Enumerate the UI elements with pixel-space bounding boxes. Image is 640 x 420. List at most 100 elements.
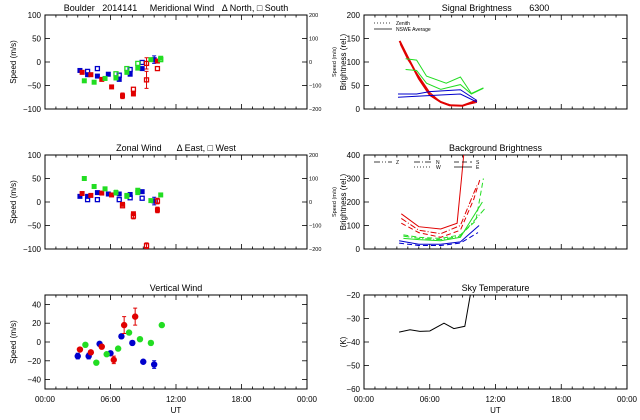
y-tick-label: 0 bbox=[356, 105, 361, 114]
series-green-W bbox=[403, 178, 484, 239]
data-point-filled bbox=[99, 76, 105, 82]
y-tick-label: 100 bbox=[347, 222, 361, 231]
y-tick-label: −20 bbox=[27, 357, 41, 366]
data-point bbox=[147, 339, 155, 347]
y-axis-label: Brightness (rel.) bbox=[339, 173, 348, 230]
legend-label: Zenith bbox=[396, 21, 410, 27]
data-point bbox=[103, 351, 110, 358]
series-green-Z bbox=[403, 208, 485, 241]
data-point-filled bbox=[135, 65, 141, 71]
y-tick-label: −40 bbox=[27, 376, 41, 385]
y-tick-label: 50 bbox=[32, 35, 41, 44]
x-tick-label: 00:00 bbox=[35, 395, 56, 404]
data-point-filled bbox=[151, 198, 157, 204]
y-axis-label: Speed (m/s) bbox=[9, 320, 18, 364]
data-point-open bbox=[143, 77, 150, 83]
y-tick-label: 100 bbox=[28, 151, 42, 160]
series-red-average bbox=[399, 43, 478, 107]
data-point-filled bbox=[154, 58, 160, 64]
data-point-filled bbox=[127, 191, 133, 197]
y-tick-label: 400 bbox=[347, 151, 361, 160]
x-tick-label: 12:00 bbox=[166, 395, 187, 404]
y-tick-label: 0 bbox=[37, 198, 42, 207]
data-point-filled bbox=[81, 78, 87, 84]
data-point-filled bbox=[120, 93, 126, 99]
y-axis-right-label: Speed (m/s) bbox=[332, 47, 338, 77]
series-line bbox=[401, 154, 465, 230]
signal-panel: 200 150 100 50 0 Brightness (rel.) Signal Brig… bbox=[339, 3, 628, 114]
y-tick-label: −50 bbox=[27, 222, 41, 231]
y-axis-right-label: Speed (m/s) bbox=[332, 187, 338, 217]
y-axis-label: Speed (m/s) bbox=[9, 40, 18, 84]
y-tick-label: 100 bbox=[347, 58, 361, 67]
data-point-filled bbox=[91, 79, 97, 85]
data-point-filled bbox=[94, 190, 100, 196]
data-point bbox=[136, 335, 144, 343]
x-tick-label: 06:00 bbox=[420, 395, 441, 404]
data-point-filled bbox=[148, 198, 154, 204]
data-point-filled bbox=[113, 75, 119, 81]
y-right-tick-label: −200 bbox=[309, 107, 321, 113]
data-point-filled bbox=[105, 71, 111, 77]
y-tick-label: −40 bbox=[346, 338, 360, 347]
error-bar bbox=[144, 57, 149, 70]
series-green bbox=[82, 321, 166, 366]
y-right-tick-label: 0 bbox=[309, 60, 312, 66]
data-point bbox=[114, 345, 122, 352]
data-point-filled bbox=[139, 189, 145, 195]
y-right-tick-label: −100 bbox=[309, 224, 321, 230]
series-red-N bbox=[401, 185, 478, 235]
series-blue bbox=[77, 189, 157, 206]
x-tick-label: 06:00 bbox=[100, 395, 121, 404]
y-right-tick-label: −100 bbox=[309, 84, 321, 90]
data-point-filled bbox=[99, 190, 105, 196]
data-point-filled bbox=[148, 57, 154, 63]
plot-frame bbox=[44, 14, 308, 110]
data-point-filled bbox=[91, 183, 97, 189]
y-tick-label: −100 bbox=[23, 105, 42, 114]
data-point bbox=[158, 321, 166, 329]
y-tick-label: 50 bbox=[351, 82, 360, 91]
data-point-filled bbox=[77, 193, 83, 199]
y-tick-label: 0 bbox=[37, 58, 42, 67]
data-point-filled bbox=[113, 190, 119, 196]
data-point-filled bbox=[127, 71, 133, 77]
x-tick-label: 00:00 bbox=[297, 395, 318, 404]
chart-title: Zonal Wind Δ East, □ West bbox=[116, 143, 236, 153]
chart-title: Vertical Wind bbox=[150, 283, 203, 293]
data-point-filled bbox=[94, 73, 100, 79]
x-tick-label: 00:00 bbox=[617, 395, 638, 404]
plot-frame bbox=[363, 294, 628, 390]
y-right-tick-label: 100 bbox=[309, 37, 318, 43]
legend-label: Z bbox=[396, 160, 399, 166]
y-tick-label: 40 bbox=[32, 300, 41, 309]
y-tick-label: −50 bbox=[27, 82, 41, 91]
data-point-filled bbox=[105, 191, 111, 197]
x-axis-label: UT bbox=[171, 406, 182, 415]
chart-title: Background Brightness bbox=[449, 143, 543, 153]
y-axis-label: (K) bbox=[339, 336, 348, 347]
data-point-open bbox=[113, 71, 119, 77]
series-red bbox=[79, 190, 161, 250]
series-line bbox=[398, 89, 478, 101]
data-point-open bbox=[135, 60, 141, 67]
data-point bbox=[118, 333, 125, 340]
data-point-filled bbox=[88, 72, 94, 78]
series-red bbox=[76, 307, 139, 365]
data-point-filled bbox=[85, 72, 91, 78]
y-tick-label: 150 bbox=[347, 35, 361, 44]
data-point-filled bbox=[158, 192, 164, 198]
series-green-average bbox=[405, 69, 484, 95]
data-point bbox=[129, 339, 136, 347]
data-point-open bbox=[94, 196, 101, 203]
data-point-filled bbox=[130, 91, 136, 97]
series-line bbox=[399, 232, 479, 246]
chart-title: Signal Brightness 6300 bbox=[442, 3, 550, 13]
data-point-open bbox=[127, 66, 133, 73]
y-tick-label: −100 bbox=[23, 245, 42, 254]
plot-frame bbox=[44, 154, 308, 250]
data-point-open bbox=[119, 203, 126, 209]
legend-label: N bbox=[436, 160, 440, 166]
x-tick-label: 00:00 bbox=[354, 395, 375, 404]
data-point-open bbox=[143, 60, 150, 67]
